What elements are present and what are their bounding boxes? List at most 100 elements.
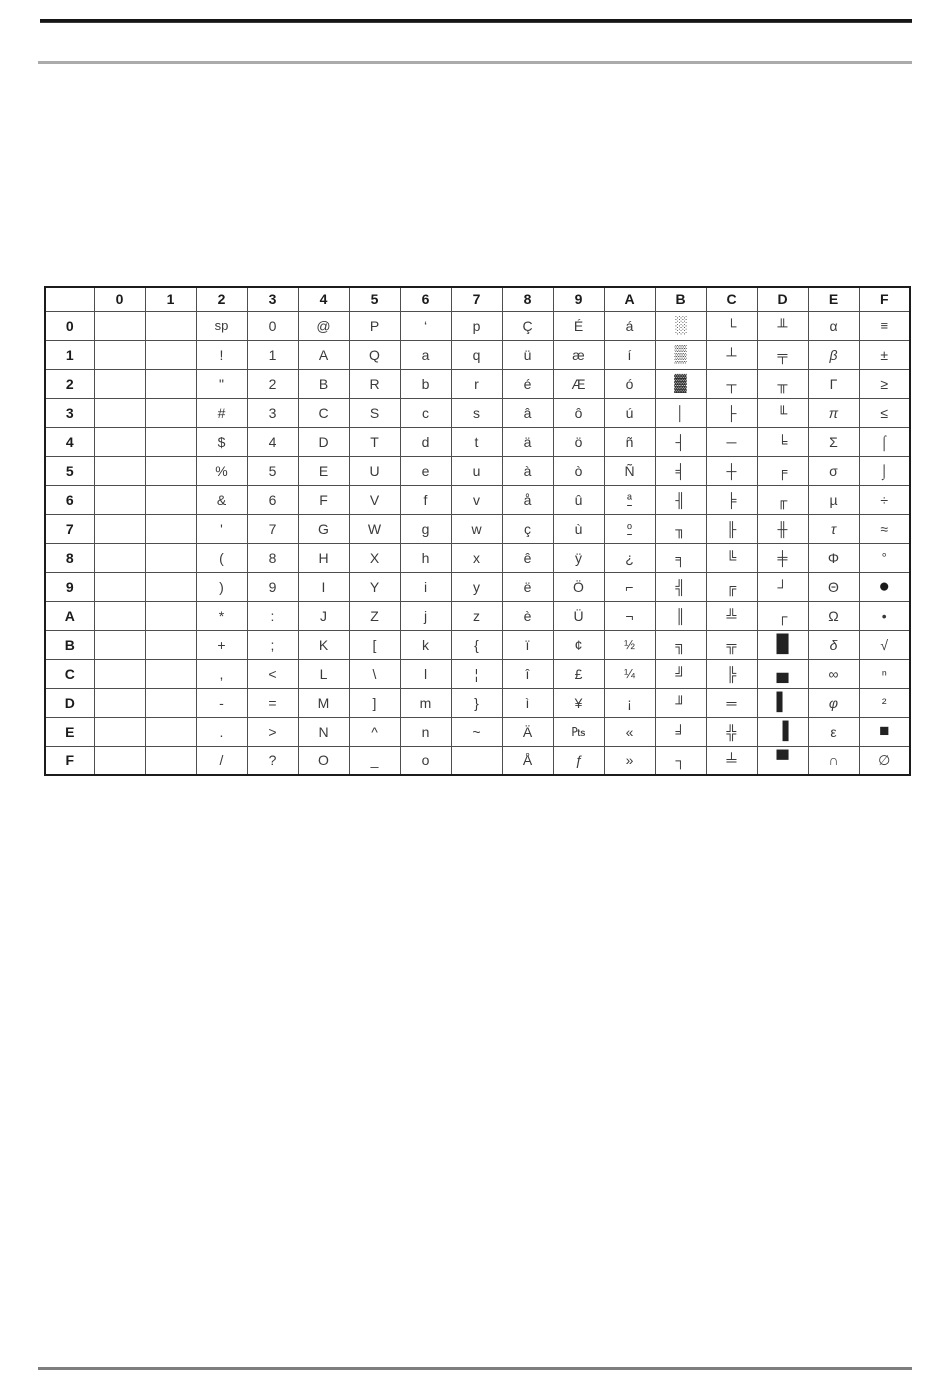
cell-9E: ₧ [552,716,605,747]
cell-7F [450,745,503,776]
cell-CE: ╬ [705,716,758,747]
cell-7A: z [450,600,503,631]
cell-BE: ╛ [654,716,707,747]
cell-D4: ╘ [756,426,809,457]
cell-D3: ╙ [756,397,809,428]
cell-E9: Θ [807,571,860,602]
cell-63: c [399,397,452,428]
row-header-E: E [44,716,95,747]
cell-EE: ε [807,716,860,747]
cell-56: V [348,484,401,515]
cell-18 [144,542,197,573]
cell-49: I [297,571,350,602]
cell-99: Ö [552,571,605,602]
cell-62: b [399,368,452,399]
cell-D6: ╓ [756,484,809,515]
col-header-E: E [807,286,860,312]
cell-E3: π [807,397,860,428]
cell-1C [144,658,197,689]
col-header-8: 8 [501,286,554,312]
cell-FA: • [858,600,911,631]
cell-79: y [450,571,503,602]
cell-EC: ∞ [807,658,860,689]
cell-20: sp [195,310,248,341]
cell-D2: ╥ [756,368,809,399]
cell-DF: ▀ [756,745,809,776]
cell-A2: ó [603,368,656,399]
cell-80: Ç [501,310,554,341]
cell-7B: { [450,629,503,660]
cell-F1: ± [858,339,911,370]
cell-D1: ╤ [756,339,809,370]
cell-CD: ═ [705,687,758,718]
cell-23: # [195,397,248,428]
cell-6B: k [399,629,452,660]
cell-69: i [399,571,452,602]
cell-A7: º [603,513,656,544]
cell-8B: ï [501,629,554,660]
cell-E5: σ [807,455,860,486]
cell-B9: ╣ [654,571,707,602]
cell-1A [144,600,197,631]
row-header-6: 6 [44,484,95,515]
cell-E4: Σ [807,426,860,457]
col-header-4: 4 [297,286,350,312]
row-header-3: 3 [44,397,95,428]
cell-5C: \ [348,658,401,689]
cell-3F: ? [246,745,299,776]
cell-C2: ┬ [705,368,758,399]
cell-95: ò [552,455,605,486]
cell-C3: ├ [705,397,758,428]
cell-A3: ú [603,397,656,428]
cell-03 [93,397,146,428]
cell-88: ê [501,542,554,573]
cell-6F: o [399,745,452,776]
col-header-D: D [756,286,809,312]
cell-CA: ╩ [705,600,758,631]
table-row-D: D - = M] m} ì ¥ ¡ ╜ ═ ▌ φ ² [44,687,911,718]
cell-0F [93,745,146,776]
cell-11 [144,339,197,370]
cell-C1: ┴ [705,339,758,370]
cell-76: v [450,484,503,515]
cell-48: H [297,542,350,573]
cell-A5: Ñ [603,455,656,486]
cell-78: x [450,542,503,573]
cell-14 [144,426,197,457]
cell-43: C [297,397,350,428]
cell-53: S [348,397,401,428]
cell-98: ÿ [552,542,605,573]
cell-DD: ▌ [756,687,809,718]
cell-02 [93,368,146,399]
cell-67: g [399,513,452,544]
cell-EF: ∩ [807,745,860,776]
cell-72: r [450,368,503,399]
cell-6C: l [399,658,452,689]
cell-AC: ¼ [603,658,656,689]
cell-54: T [348,426,401,457]
cell-F2: ≥ [858,368,911,399]
top-rule-primary [40,19,912,23]
cell-6D: m [399,687,452,718]
cell-AF: » [603,745,656,776]
cell-EA: Ω [807,600,860,631]
cell-AD: ¡ [603,687,656,718]
cell-89: ë [501,571,554,602]
cell-CF: ╧ [705,745,758,776]
cell-65: e [399,455,452,486]
cell-92: Æ [552,368,605,399]
cell-8A: è [501,600,554,631]
cell-21: ! [195,339,248,370]
cell-83: â [501,397,554,428]
cell-AA: ¬ [603,600,656,631]
cell-DA: ┌ [756,600,809,631]
cell-00 [93,310,146,341]
cell-8C: î [501,658,554,689]
cell-BB: ╗ [654,629,707,660]
cell-94: ö [552,426,605,457]
